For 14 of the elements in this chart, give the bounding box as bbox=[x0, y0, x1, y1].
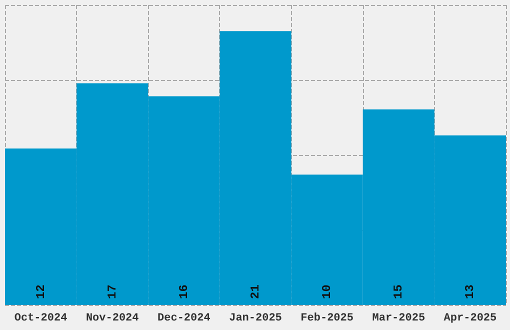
x-tick-label: Jan-2025 bbox=[229, 312, 282, 324]
data-label: 12 bbox=[34, 284, 48, 299]
data-label: 10 bbox=[320, 284, 334, 299]
x-tick-label: Apr-2025 bbox=[444, 312, 498, 324]
data-label: 16 bbox=[176, 284, 191, 299]
x-tick-label: Dec-2024 bbox=[158, 312, 211, 324]
data-label: 17 bbox=[105, 284, 120, 299]
x-tick-label: Mar-2025 bbox=[372, 312, 426, 324]
x-tick-label: Nov-2024 bbox=[86, 312, 140, 324]
data-label: 15 bbox=[392, 284, 406, 299]
data-label: 13 bbox=[463, 284, 478, 299]
x-tick-label: Oct-2024 bbox=[14, 312, 68, 324]
x-tick-label: Feb-2025 bbox=[300, 312, 354, 324]
data-label: 21 bbox=[248, 284, 262, 299]
